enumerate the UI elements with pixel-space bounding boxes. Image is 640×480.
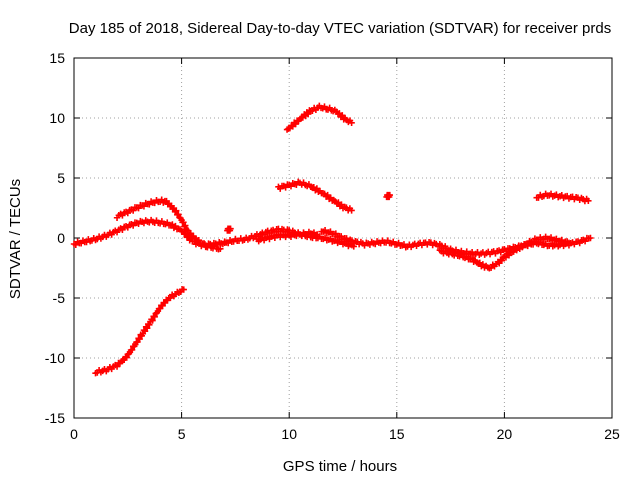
- x-tick-label: 10: [281, 426, 297, 442]
- data-point: [565, 239, 573, 246]
- y-tick-label: 5: [57, 170, 65, 186]
- data-point: [479, 261, 487, 268]
- data-point: [348, 207, 355, 214]
- data-point: [143, 325, 151, 332]
- chart-title: Day 185 of 2018, Sidereal Day-to-day VTE…: [69, 20, 611, 37]
- data-point: [182, 222, 189, 229]
- data-point: [524, 241, 531, 248]
- data-point: [180, 286, 187, 293]
- y-tick-label: -5: [53, 290, 66, 306]
- data-point: [180, 219, 187, 226]
- x-tick-label: 20: [497, 426, 513, 442]
- x-axis-ticks: 0 5 10 15 20 25: [70, 58, 620, 442]
- data-point: [587, 234, 594, 242]
- x-tick-label: 15: [389, 426, 405, 442]
- data-point: [313, 231, 321, 238]
- y-axis-label: SDTVAR / TECUs: [7, 179, 24, 299]
- y-tick-label: 10: [49, 110, 65, 126]
- x-tick-label: 25: [604, 426, 620, 442]
- data-point: [585, 197, 592, 204]
- data-point: [129, 207, 137, 214]
- y-tick-label: 15: [49, 50, 65, 66]
- data-point: [175, 211, 182, 218]
- y-tick-label: -15: [45, 410, 65, 426]
- y-tick-label: -10: [45, 350, 65, 366]
- data-point: [136, 335, 143, 343]
- data-point: [167, 294, 174, 302]
- data-point: [128, 346, 136, 354]
- x-tick-label: 5: [178, 426, 186, 442]
- y-axis-ticks: -15 -10 -5 0 5 10 15: [45, 50, 612, 426]
- data-point: [338, 201, 345, 208]
- data-point: [123, 354, 130, 361]
- x-tick-label: 0: [70, 426, 78, 442]
- y-tick-label: 0: [57, 230, 65, 246]
- data-points: [70, 102, 594, 377]
- data-point: [151, 313, 158, 321]
- data-point: [386, 191, 394, 199]
- data-point: [348, 119, 355, 126]
- data-point: [217, 245, 224, 252]
- data-point: [135, 335, 142, 342]
- data-point: [332, 230, 340, 237]
- data-point: [498, 257, 506, 264]
- x-axis-label: GPS time / hours: [283, 458, 397, 475]
- data-point: [149, 317, 156, 324]
- data-point: [140, 326, 148, 334]
- data-point: [227, 225, 234, 232]
- data-point: [173, 207, 180, 214]
- data-point: [146, 321, 153, 328]
